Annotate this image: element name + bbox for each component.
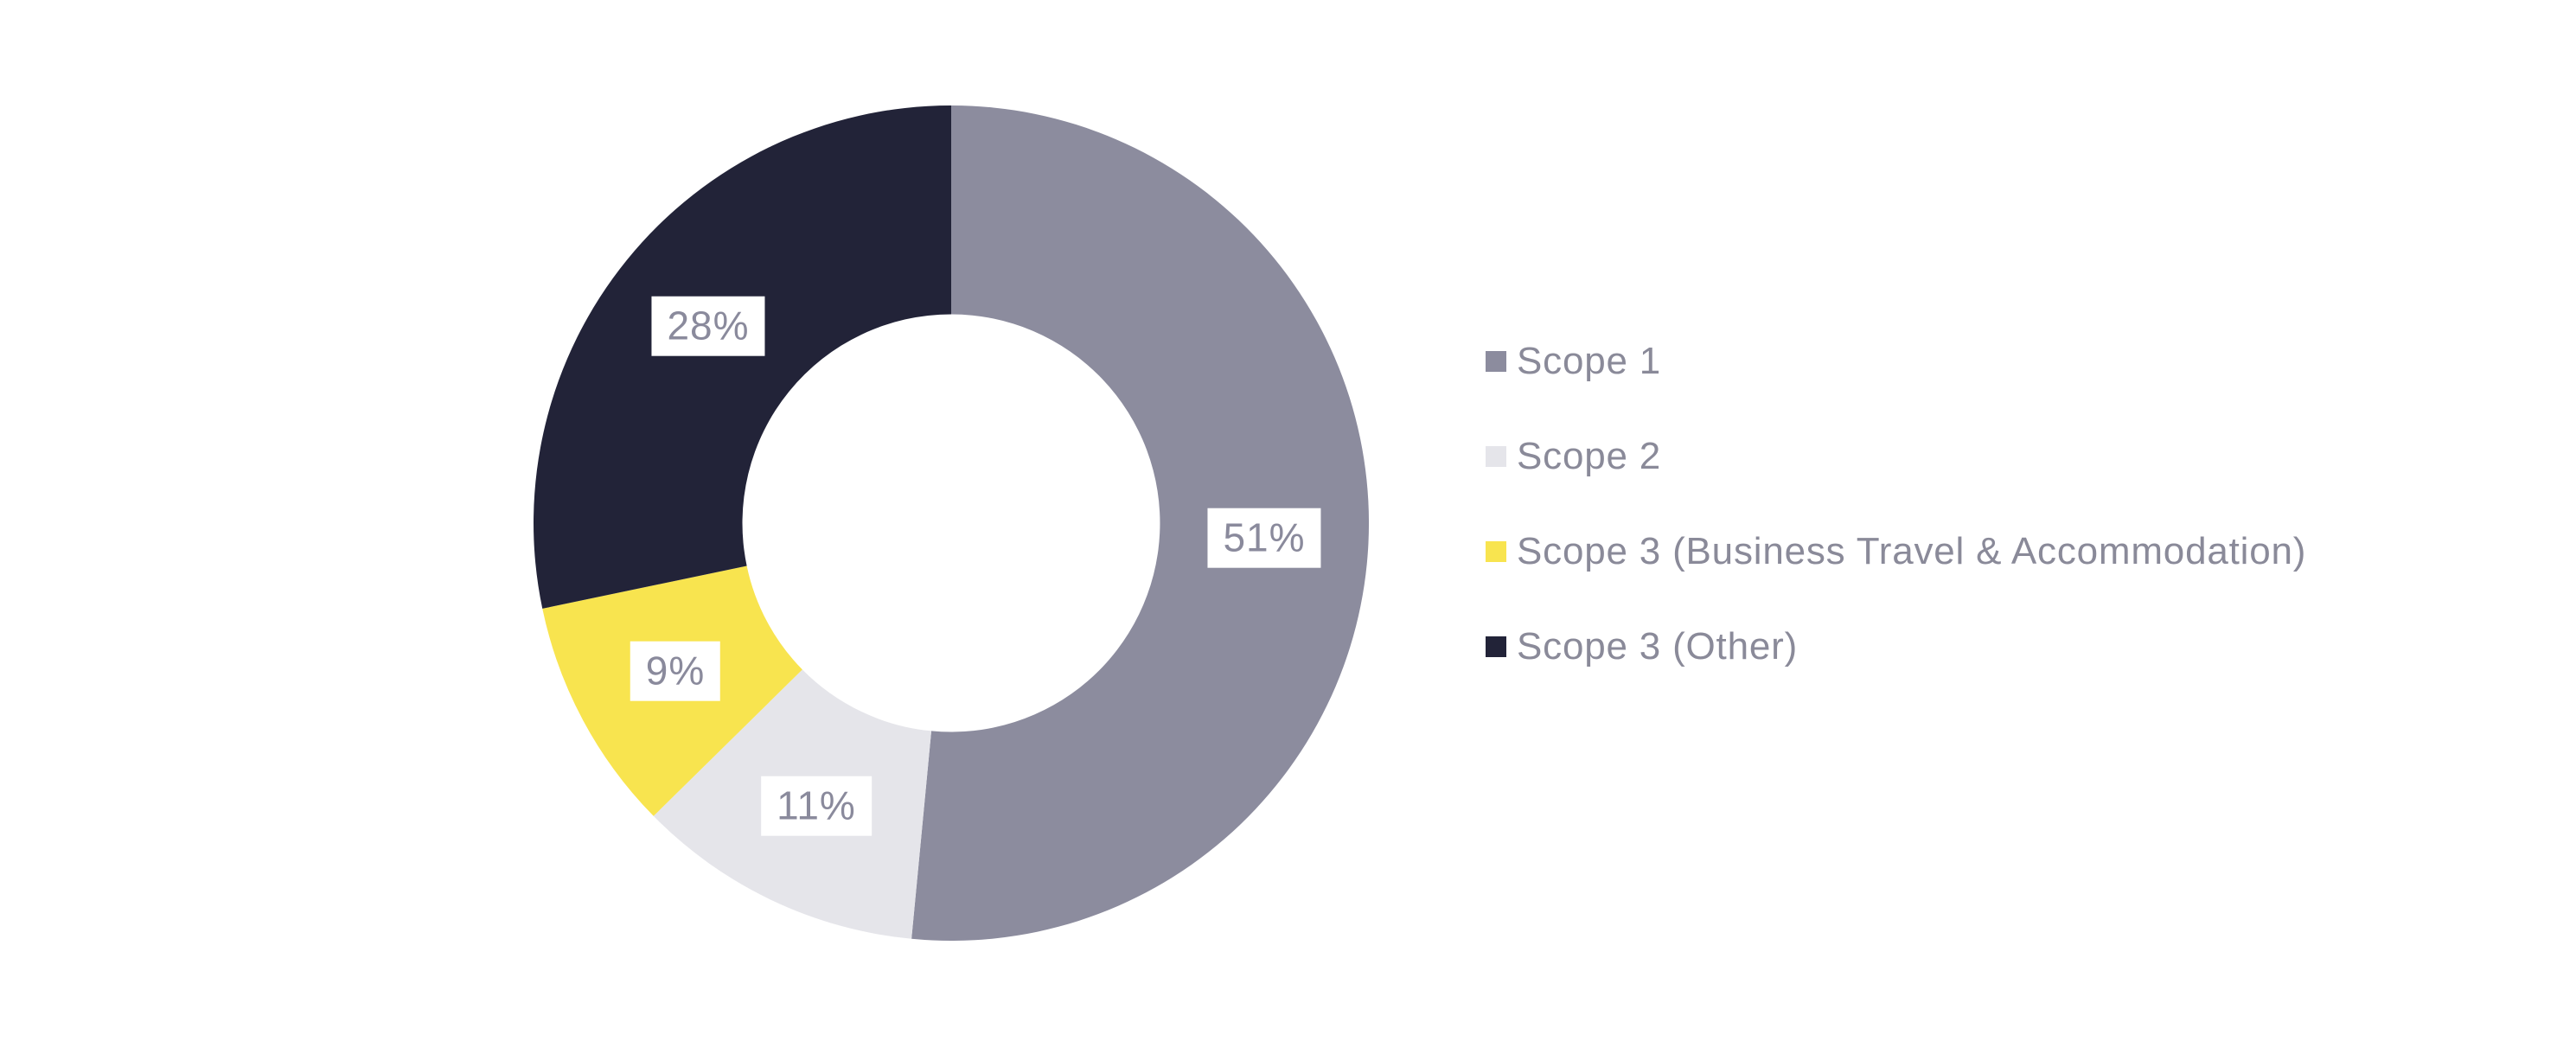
legend-item-scope-3-other[interactable]: Scope 3 (Other) [1486, 625, 2306, 668]
legend-item-scope-2[interactable]: Scope 2 [1486, 435, 2306, 477]
donut-slice-scope-3-other[interactable] [534, 105, 951, 609]
legend-item-scope-1[interactable]: Scope 1 [1486, 340, 2306, 382]
donut-slice-scope-1[interactable] [911, 105, 1370, 941]
legend-label-scope-3-other: Scope 3 (Other) [1517, 625, 1799, 668]
legend-swatch-scope-3-other-icon [1486, 636, 1506, 657]
legend-label-scope-1: Scope 1 [1517, 340, 1662, 382]
legend-swatch-scope-2-icon [1486, 446, 1506, 467]
legend-label-scope-3-business-travel-accommodation: Scope 3 (Business Travel & Accommodation… [1517, 530, 2307, 572]
legend-item-scope-3-business-travel-accommodation[interactable]: Scope 3 (Business Travel & Accommodation… [1486, 530, 2307, 572]
legend-label-scope-2: Scope 2 [1517, 435, 1662, 477]
legend-swatch-scope-3-business-travel-accommodation-icon [1486, 541, 1506, 562]
chart-legend: Scope 1 Scope 2 Scope 3 (Business Travel… [1486, 340, 2307, 721]
legend-swatch-scope-1-icon [1486, 351, 1506, 372]
